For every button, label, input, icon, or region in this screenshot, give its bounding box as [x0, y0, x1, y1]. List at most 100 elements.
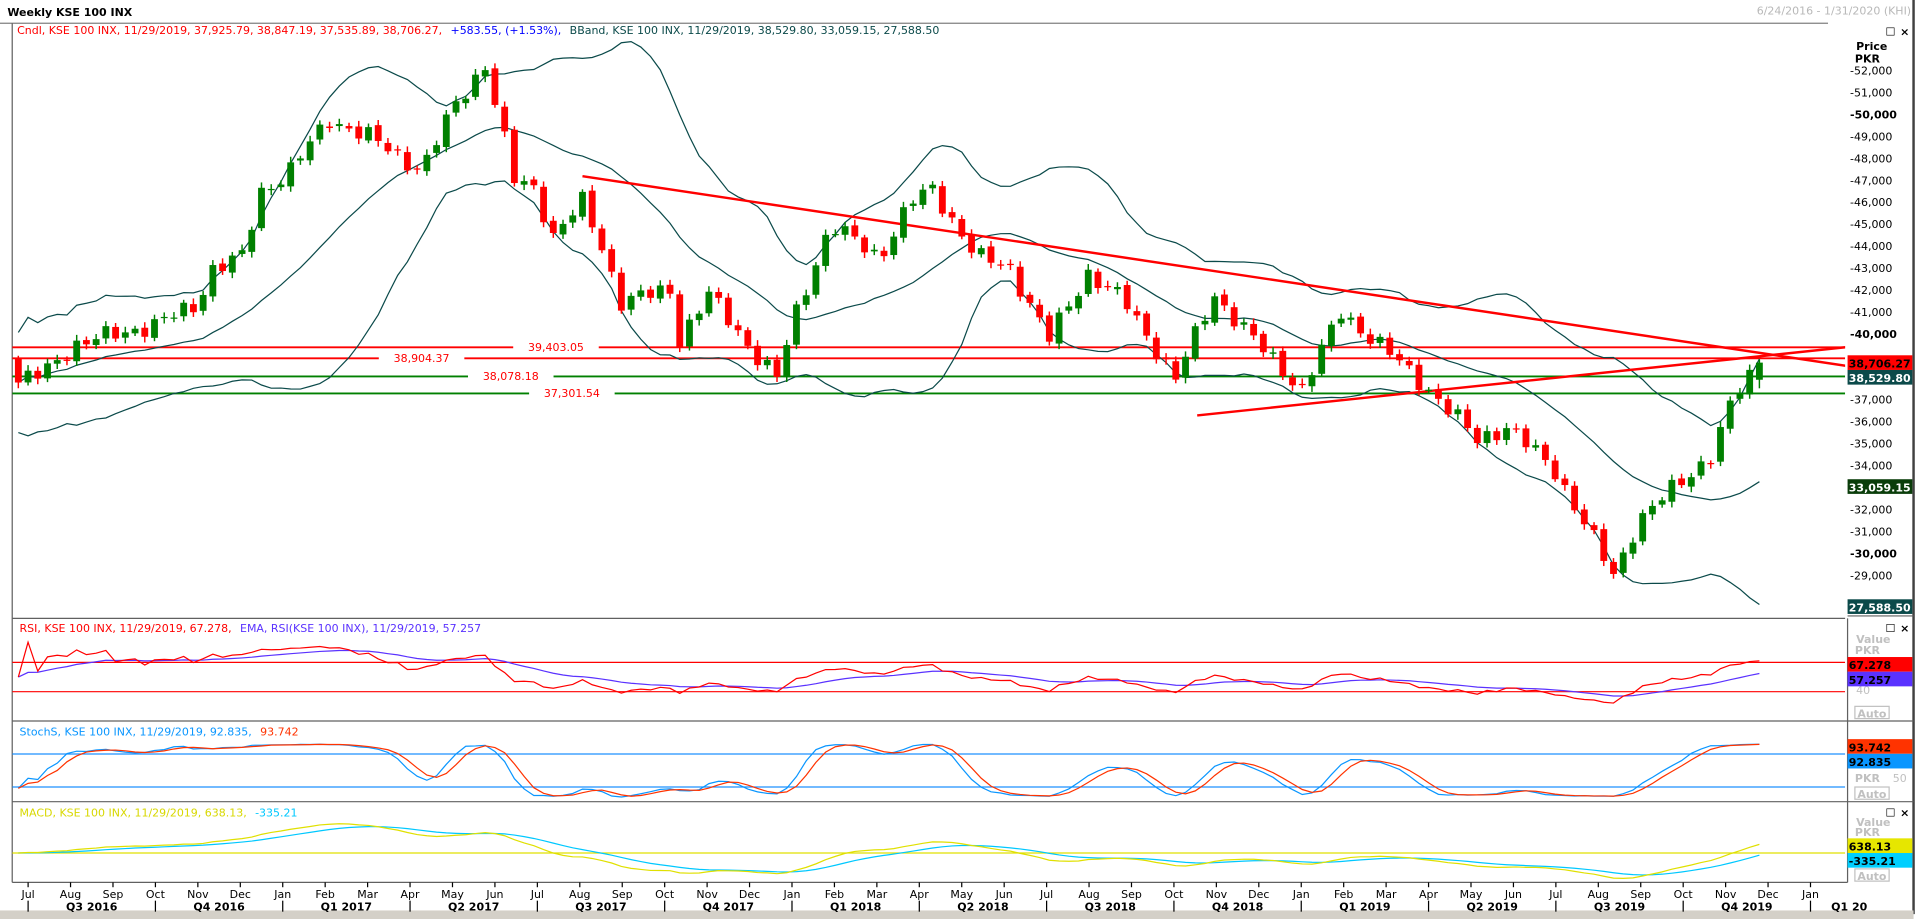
price-tick-label: -36,000	[1850, 416, 1892, 429]
price-axis-unit: PKR	[1855, 52, 1881, 65]
price-value-label-bg	[1847, 479, 1913, 494]
price-value-label: 38,706.27	[1849, 358, 1911, 371]
window-maximize-icon[interactable]: ☐	[1885, 25, 1895, 38]
candle-body	[987, 246, 995, 263]
rsi-maximize-icon[interactable]: ☐	[1885, 622, 1895, 635]
month-label: Dec	[1248, 888, 1269, 901]
candle-body	[1318, 344, 1326, 374]
rsi-value-label-bg	[1847, 671, 1913, 687]
level-label: 38,904.37	[394, 352, 450, 365]
month-label: Apr	[1419, 888, 1438, 901]
candle-body	[1551, 460, 1559, 480]
price-tick-label: -40,000	[1850, 328, 1897, 341]
candle-body	[1396, 354, 1403, 361]
candle-body	[1512, 428, 1520, 430]
trendline	[1197, 346, 1846, 417]
candle-body	[549, 220, 557, 234]
candle-body	[900, 207, 907, 238]
bband-legend: BBand, KSE 100 INX, 11/29/2019, 38,529.8…	[570, 24, 940, 37]
rsi-legend: RSI, KSE 100 INX, 11/29/2019, 67.278, EM…	[20, 622, 482, 635]
candle-body	[423, 154, 431, 172]
candle-body	[1561, 478, 1569, 486]
candle-body	[481, 70, 489, 77]
month-label: Jul	[530, 888, 544, 901]
bband-middle-line	[18, 126, 1760, 501]
candle-body	[763, 359, 771, 366]
month-label: Jan	[273, 888, 291, 901]
rsi-line	[17, 640, 1760, 704]
macd-maximize-icon[interactable]: ☐	[1885, 806, 1895, 819]
change-legend: +583.55, (+1.53%),	[451, 24, 562, 37]
candle-body	[1658, 500, 1666, 505]
stoch-axis-tick: 50	[1893, 772, 1907, 785]
candle-body	[472, 74, 479, 97]
level-label: 39,403.05	[528, 341, 584, 354]
candle-body	[53, 360, 61, 364]
macd-value-label: 638.13	[1849, 841, 1891, 854]
candle-body	[1259, 333, 1267, 353]
rsi-auto-button-frame	[1854, 705, 1890, 720]
candle-body	[1357, 316, 1365, 334]
candle-body	[248, 229, 256, 252]
month-label: Oct	[655, 888, 675, 901]
candle-body	[1201, 320, 1209, 325]
month-label: Aug	[569, 888, 590, 901]
trendline	[582, 175, 1846, 367]
macd-close-icon[interactable]: ×	[1900, 806, 1909, 819]
quarter-label: Q3 2018	[1085, 900, 1136, 913]
candle-body	[1269, 352, 1277, 354]
month-label: Feb	[1334, 888, 1353, 901]
level-label: 37,301.54	[544, 387, 600, 400]
rsi-close-icon[interactable]: ×	[1900, 622, 1909, 635]
candle-body	[209, 265, 217, 297]
candle-body	[569, 215, 577, 223]
month-label: Sep	[1121, 888, 1142, 901]
candle-body	[82, 340, 90, 345]
candle-body	[530, 179, 538, 186]
candle-body	[1084, 269, 1092, 294]
price-tick-label: -47,000	[1850, 174, 1892, 187]
candle-body	[1755, 362, 1763, 380]
rsi-auto-button[interactable]: Auto	[1857, 707, 1887, 720]
rsi-legend-value: RSI, KSE 100 INX, 11/29/2019, 67.278,	[20, 622, 232, 635]
candle-body	[588, 190, 596, 228]
candle-body	[1639, 513, 1647, 542]
candle-body	[1337, 318, 1345, 324]
stoch-auto-button[interactable]: Auto	[1857, 788, 1887, 801]
candle-body	[744, 330, 752, 346]
price-value-label-bg	[1847, 599, 1913, 614]
quarter-label: Q3 2019	[1594, 900, 1645, 913]
candle-body	[306, 141, 314, 161]
stoch-axis-unit: PKR	[1855, 772, 1881, 785]
month-label: May	[1460, 888, 1483, 901]
candle-body	[510, 129, 518, 184]
candle-body	[695, 313, 703, 321]
month-label: Jun	[485, 888, 503, 901]
candle-body	[112, 326, 120, 339]
candle-body	[617, 272, 625, 311]
month-label: Aug	[1078, 888, 1099, 901]
candle-body	[686, 319, 693, 347]
month-label: Nov	[187, 888, 209, 901]
candle-body	[1648, 505, 1656, 515]
candle-body	[403, 152, 411, 171]
candle-body	[1075, 295, 1082, 309]
candle-body	[1736, 392, 1744, 399]
window-close-icon[interactable]: ×	[1900, 25, 1909, 38]
candle-body	[141, 327, 149, 337]
quarter-label: Q2 2018	[957, 900, 1008, 913]
candle-body	[909, 203, 917, 206]
candle-body	[1522, 428, 1530, 448]
price-tick-label: -45,000	[1850, 218, 1892, 231]
candle-body	[997, 264, 1005, 266]
quarter-label: Q3 2017	[575, 900, 626, 913]
macd-auto-button[interactable]: Auto	[1857, 870, 1887, 883]
candle-body	[1133, 311, 1141, 316]
candle-body	[277, 184, 285, 188]
price-value-label: 33,059.15	[1849, 481, 1911, 494]
candle-body	[1191, 326, 1199, 359]
stoch-k-legend: StochS, KSE 100 INX, 11/29/2019, 92.835,	[20, 726, 252, 739]
plot-area[interactable]: 39,403.05 38,904.37 38,078.18 37,301.54	[12, 40, 1854, 879]
